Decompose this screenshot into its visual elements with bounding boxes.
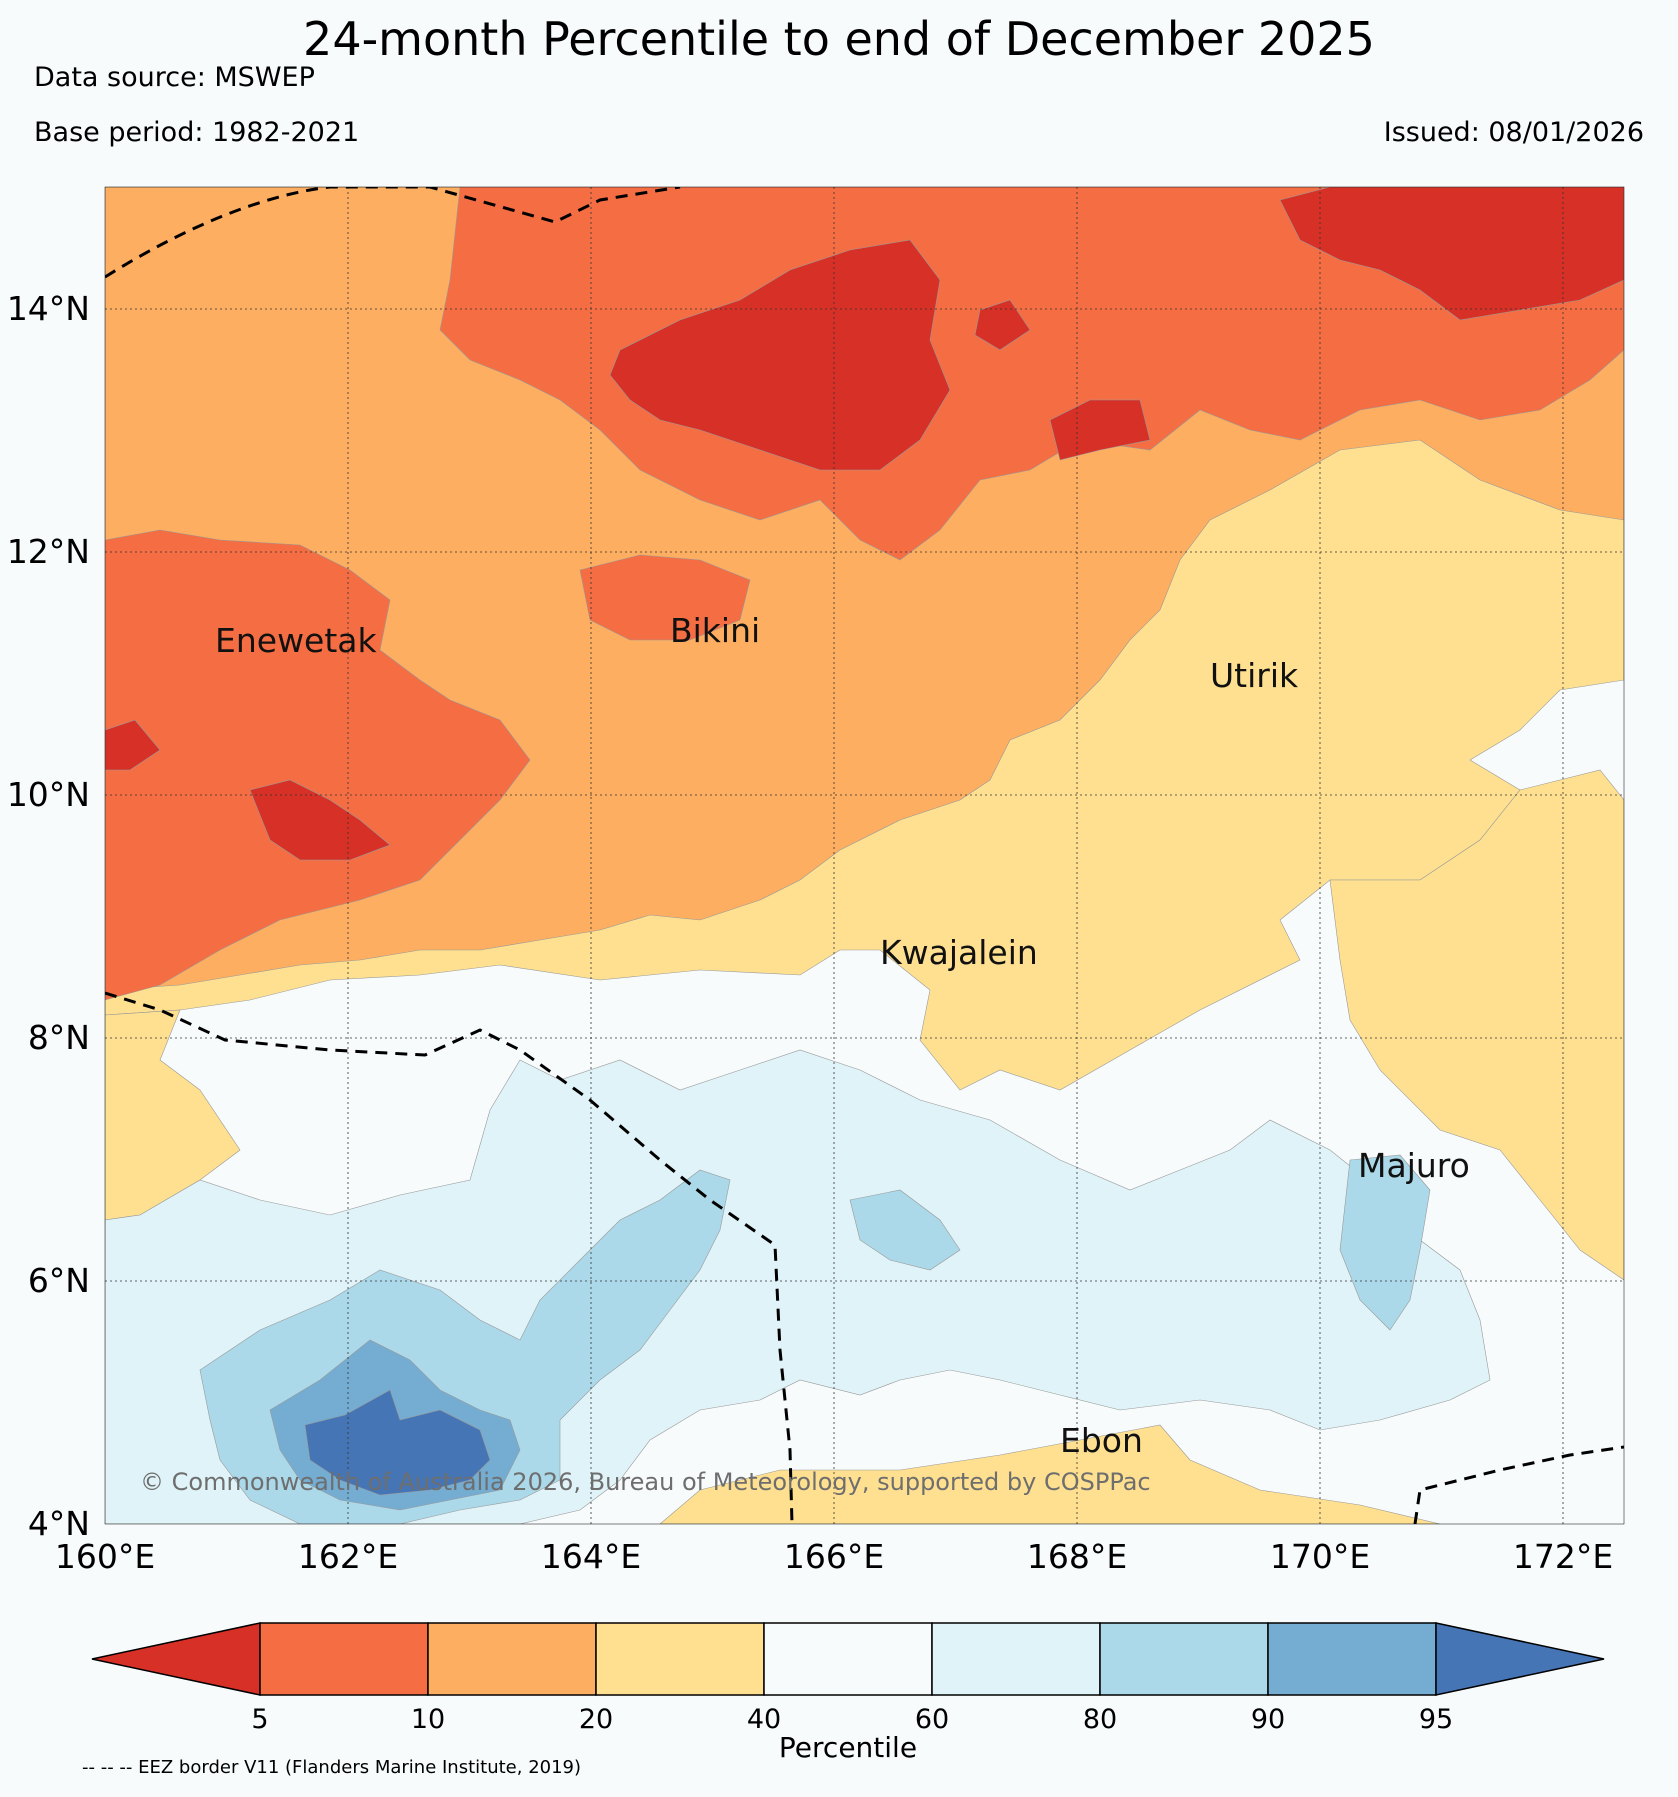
place-utirik: Utirik xyxy=(1210,656,1299,695)
region-below-5-ne xyxy=(1279,187,1624,321)
lon-label-166: 166°E xyxy=(784,1537,884,1576)
lon-label-172: 172°E xyxy=(1513,1537,1613,1576)
region-below-5-north xyxy=(609,239,951,471)
colorbar-segment-above-95 xyxy=(1435,1622,1605,1696)
lat-label-8: 8°N xyxy=(28,1018,90,1057)
region-80-90-mid xyxy=(849,1189,961,1271)
data-source-label: Data source: MSWEP xyxy=(34,62,315,93)
region-above-95 xyxy=(304,1389,491,1496)
colorbar-tick-10: 10 xyxy=(411,1704,445,1735)
lon-label-160: 160°E xyxy=(55,1537,155,1576)
lon-label-168: 168°E xyxy=(1027,1537,1127,1576)
lat-label-6: 6°N xyxy=(28,1261,90,1300)
colorbar-tick-40: 40 xyxy=(747,1704,781,1735)
place-enewetak: Enewetak xyxy=(215,621,378,660)
region-below-5-small xyxy=(974,299,1031,351)
place-bikini: Bikini xyxy=(670,611,760,650)
region-20-40-south xyxy=(659,1424,1441,1524)
issued-date-label: Issued: 08/01/2026 xyxy=(1383,117,1644,148)
colorbar-tick-95: 95 xyxy=(1419,1704,1453,1735)
colorbar xyxy=(91,1622,1605,1696)
colorbar-segment-below-5 xyxy=(91,1622,261,1696)
region-5-10-west xyxy=(105,529,531,1001)
lon-label-162: 162°E xyxy=(298,1537,398,1576)
colorbar-tick-80: 80 xyxy=(1083,1704,1117,1735)
base-period-label: Base period: 1982-2021 xyxy=(34,117,360,148)
eez-border xyxy=(105,187,1624,1524)
colorbar-segment-20-40 xyxy=(595,1622,765,1696)
colorbar-segment-90-95 xyxy=(1267,1622,1437,1696)
lat-label-14: 14°N xyxy=(7,289,90,328)
region-5-10-bikini xyxy=(579,554,751,641)
colorbar-segment-40-60 xyxy=(763,1622,933,1696)
colorbar-segment-80-90 xyxy=(1099,1622,1269,1696)
eez-footnote: -- -- -- EEZ border V11 (Flanders Marine… xyxy=(82,1757,582,1778)
lat-label-4: 4°N xyxy=(28,1504,90,1543)
region-below-5-west2 xyxy=(249,779,391,861)
region-80-90-majuro xyxy=(1339,1154,1431,1331)
copyright-notice: © Commonwealth of Australia 2026, Bureau… xyxy=(140,1468,1151,1496)
region-below-5-west1 xyxy=(105,719,161,771)
percentile-map xyxy=(105,187,1624,1524)
gridlines xyxy=(105,187,1624,1524)
region-20-40-east xyxy=(1329,769,1624,1281)
map-frame xyxy=(104,186,1625,1525)
colorbar-segment-10-20 xyxy=(427,1622,597,1696)
colorbar-tick-5: 5 xyxy=(251,1704,268,1735)
lat-label-10: 10°N xyxy=(7,775,90,814)
colorbar-segment-5-10 xyxy=(259,1622,429,1696)
colorbar-segment-60-80 xyxy=(931,1622,1101,1696)
chart-title: 24-month Percentile to end of December 2… xyxy=(303,12,1375,66)
lat-label-12: 12°N xyxy=(7,532,90,571)
region-below-5-mid xyxy=(1049,399,1151,461)
colorbar-tick-90: 90 xyxy=(1251,1704,1285,1735)
place-kwajalein: Kwajalein xyxy=(880,933,1038,972)
colorbar-tick-60: 60 xyxy=(915,1704,949,1735)
colorbar-tick-20: 20 xyxy=(579,1704,613,1735)
place-majuro: Majuro xyxy=(1358,1146,1470,1185)
region-5-10-north xyxy=(439,187,1624,561)
colorbar-title: Percentile xyxy=(779,1731,917,1764)
place-ebon: Ebon xyxy=(1060,1421,1143,1460)
lon-label-170: 170°E xyxy=(1270,1537,1370,1576)
lon-label-164: 164°E xyxy=(541,1537,641,1576)
